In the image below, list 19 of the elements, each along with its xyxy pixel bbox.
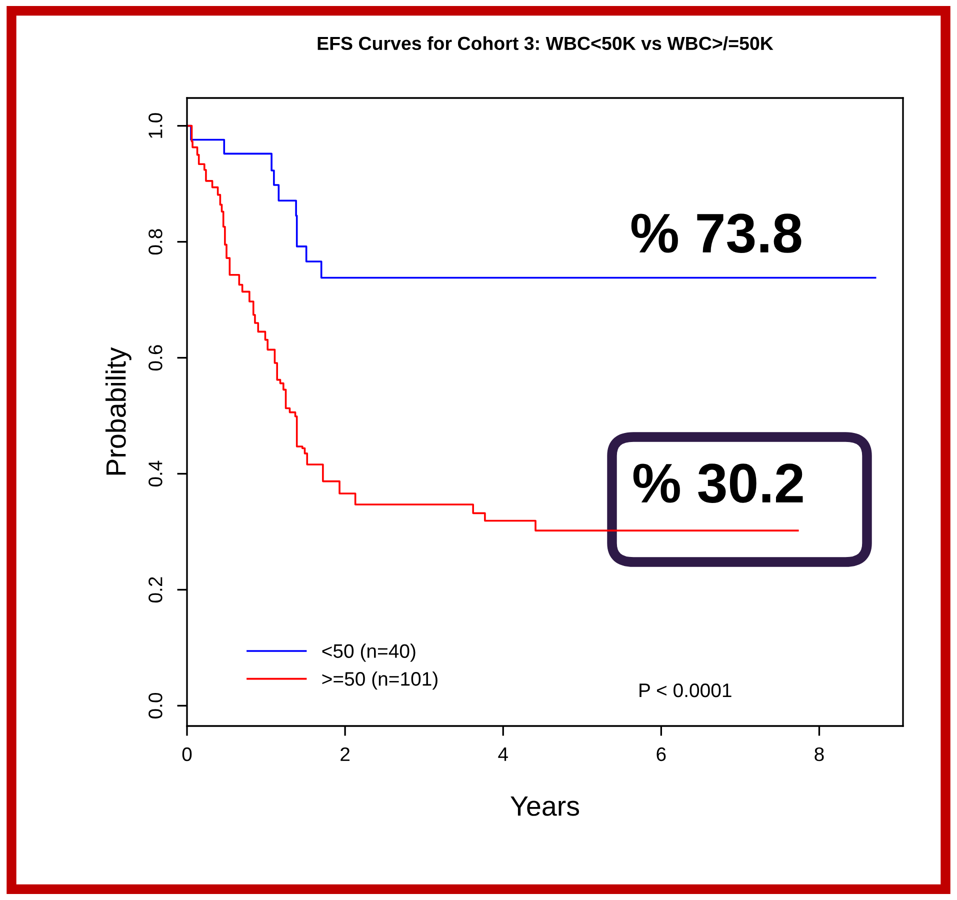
y-tick-label: 0.6 xyxy=(148,345,162,371)
y-axis-title: Probability xyxy=(105,347,132,475)
annotation: % 30.2 xyxy=(633,464,803,503)
y-tick-label: 0.0 xyxy=(148,692,162,718)
y-tick-label: 1.0 xyxy=(148,113,162,138)
legend-label: <50 (n=40) xyxy=(322,644,416,662)
y-tick-label: 0.2 xyxy=(148,577,162,602)
legend-label: >=50 (n=101) xyxy=(322,672,438,690)
x-tick-label: 6 xyxy=(656,747,666,762)
x-tick-label: 0 xyxy=(182,747,192,762)
y-tick-label: 0.8 xyxy=(148,229,162,255)
x-tick-label: 8 xyxy=(814,747,824,762)
annotation: % 73.8 xyxy=(631,214,802,253)
x-tick-label: 4 xyxy=(498,748,508,761)
chart-title: EFS Curves for Cohort 3: WBC<50K vs WBC>/=50K xyxy=(318,36,774,50)
x-axis-title: Years xyxy=(510,796,580,816)
annotation: P < 0.0001 xyxy=(640,683,732,698)
y-tick-label: 0.4 xyxy=(148,460,162,487)
x-tick-label: 2 xyxy=(340,747,350,761)
